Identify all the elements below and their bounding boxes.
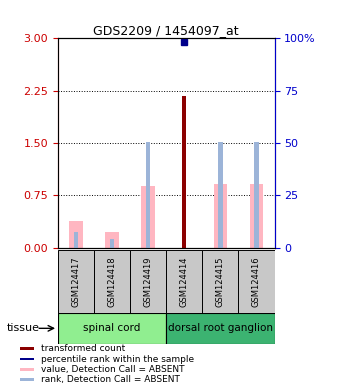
Text: GSM124419: GSM124419 bbox=[144, 256, 153, 306]
FancyBboxPatch shape bbox=[166, 250, 202, 313]
Text: rank, Detection Call = ABSENT: rank, Detection Call = ABSENT bbox=[41, 375, 179, 384]
Bar bbox=[105, 232, 119, 248]
Text: GSM124416: GSM124416 bbox=[252, 256, 261, 306]
Text: spinal cord: spinal cord bbox=[84, 323, 141, 333]
Bar bbox=[69, 221, 83, 248]
Bar bbox=[20, 379, 34, 381]
Bar bbox=[20, 347, 34, 350]
Text: GSM124415: GSM124415 bbox=[216, 256, 225, 306]
FancyBboxPatch shape bbox=[238, 250, 275, 313]
Bar bbox=[141, 186, 155, 248]
Bar bbox=[110, 239, 114, 248]
Bar bbox=[182, 96, 187, 248]
Title: GDS2209 / 1454097_at: GDS2209 / 1454097_at bbox=[93, 24, 239, 37]
Bar bbox=[218, 142, 223, 248]
Bar bbox=[20, 358, 34, 360]
FancyBboxPatch shape bbox=[94, 250, 130, 313]
FancyBboxPatch shape bbox=[58, 313, 166, 344]
Bar bbox=[74, 232, 78, 248]
Text: dorsal root ganglion: dorsal root ganglion bbox=[168, 323, 273, 333]
Bar bbox=[213, 184, 227, 248]
Bar bbox=[250, 184, 263, 248]
Text: transformed count: transformed count bbox=[41, 344, 125, 353]
Text: value, Detection Call = ABSENT: value, Detection Call = ABSENT bbox=[41, 365, 184, 374]
Text: percentile rank within the sample: percentile rank within the sample bbox=[41, 354, 194, 364]
FancyBboxPatch shape bbox=[166, 313, 275, 344]
Bar bbox=[146, 142, 150, 248]
FancyBboxPatch shape bbox=[130, 250, 166, 313]
FancyBboxPatch shape bbox=[58, 313, 275, 344]
Text: GSM124418: GSM124418 bbox=[108, 256, 117, 306]
Text: tissue: tissue bbox=[7, 323, 40, 333]
FancyBboxPatch shape bbox=[202, 250, 238, 313]
Bar bbox=[20, 368, 34, 371]
Text: GSM124417: GSM124417 bbox=[72, 256, 80, 306]
FancyBboxPatch shape bbox=[58, 250, 94, 313]
Text: GSM124414: GSM124414 bbox=[180, 256, 189, 306]
Bar bbox=[254, 142, 258, 248]
